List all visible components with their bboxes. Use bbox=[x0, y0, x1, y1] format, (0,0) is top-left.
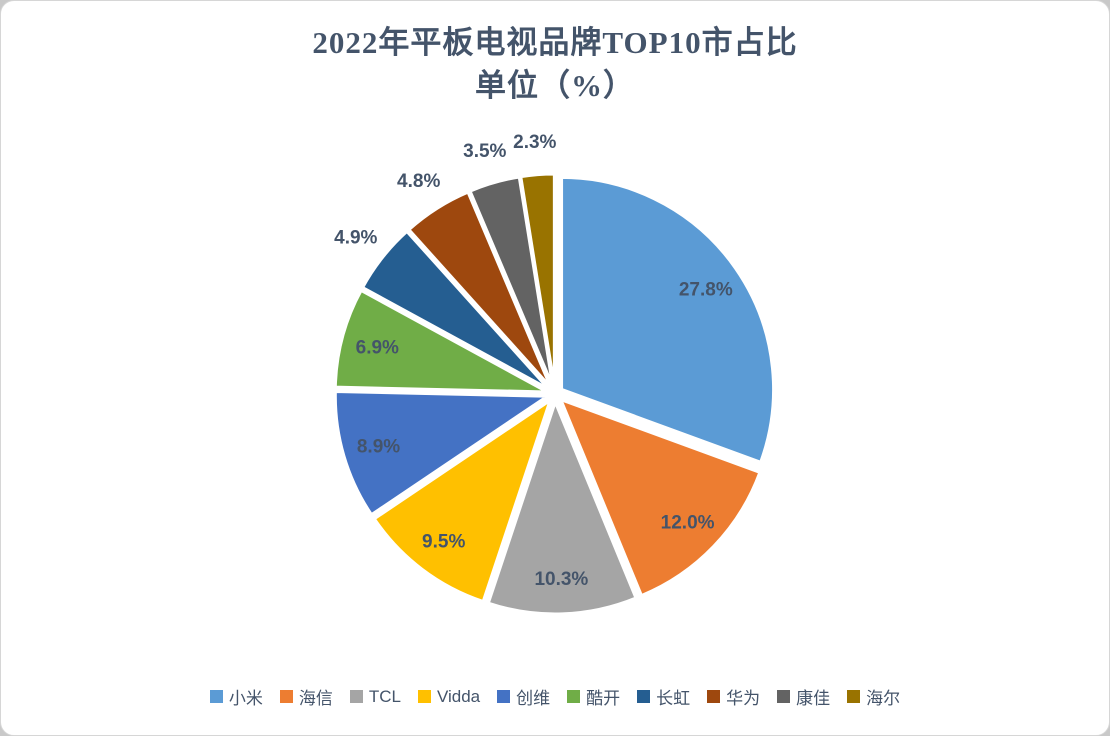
legend-swatch-华为 bbox=[707, 690, 721, 703]
legend-label-小米: 小米 bbox=[228, 689, 263, 708]
legend-swatch-TCL bbox=[349, 690, 363, 703]
legend-item-海尔: 海尔 bbox=[847, 684, 900, 709]
chart-title-line2: 单位（%） bbox=[475, 68, 635, 103]
legend-label-酷开: 酷开 bbox=[586, 689, 621, 708]
chart-title: 2022年平板电视品牌TOP10市占比 单位（%） bbox=[1, 21, 1109, 107]
data-label-Vidda: 9.5% bbox=[422, 532, 465, 553]
pie-slice-长虹 bbox=[361, 229, 551, 391]
legend-item-TCL: TCL bbox=[349, 686, 401, 707]
legend-swatch-海信 bbox=[279, 690, 293, 703]
data-label-海尔: 2.3% bbox=[513, 132, 556, 153]
legend-item-长虹: 长虹 bbox=[637, 684, 690, 709]
legend-item-酷开: 酷开 bbox=[567, 684, 620, 709]
legend-item-华为: 华为 bbox=[707, 684, 760, 709]
legend-swatch-海尔 bbox=[847, 690, 861, 703]
data-label-创维: 8.9% bbox=[357, 437, 400, 458]
legend-item-小米: 小米 bbox=[209, 684, 263, 709]
legend-label-创维: 创维 bbox=[516, 689, 551, 708]
legend-label-长虹: 长虹 bbox=[656, 689, 691, 708]
pie-slice-TCL bbox=[486, 400, 638, 616]
chart-title-line1: 2022年平板电视品牌TOP10市占比 bbox=[312, 25, 798, 60]
legend-label-海尔: 海尔 bbox=[866, 689, 901, 708]
pie-slice-海尔 bbox=[519, 172, 556, 388]
legend-swatch-长虹 bbox=[637, 690, 651, 703]
data-label-海信: 12.0% bbox=[661, 513, 715, 534]
legend-item-Vidda: Vidda bbox=[417, 686, 481, 707]
pie-slice-小米 bbox=[560, 175, 776, 464]
legend-label-海信: 海信 bbox=[298, 689, 333, 708]
data-label-酷开: 6.9% bbox=[356, 338, 399, 359]
chart-legend: 小米 海信 TCL Vidda 创维 酷开 长虹 华为 康佳 海尔 bbox=[1, 684, 1109, 709]
data-label-长虹: 4.9% bbox=[334, 228, 377, 249]
legend-label-华为: 华为 bbox=[726, 689, 761, 708]
legend-swatch-创维 bbox=[497, 690, 511, 703]
pie-slice-酷开 bbox=[333, 288, 549, 394]
pie-slice-Vidda bbox=[372, 398, 552, 604]
pie-slice-创维 bbox=[333, 389, 549, 517]
pie-slice-康佳 bbox=[468, 175, 555, 388]
legend-swatch-Vidda bbox=[417, 690, 431, 703]
legend-swatch-小米 bbox=[209, 690, 223, 703]
pie-slice-华为 bbox=[407, 190, 553, 389]
legend-item-创维: 创维 bbox=[497, 684, 550, 709]
legend-item-康佳: 康佳 bbox=[777, 684, 830, 709]
data-label-华为: 4.8% bbox=[397, 171, 440, 192]
pie-slice-海信 bbox=[559, 398, 762, 598]
data-label-康佳: 3.5% bbox=[463, 141, 506, 162]
legend-item-海信: 海信 bbox=[279, 684, 333, 709]
legend-swatch-酷开 bbox=[567, 690, 581, 703]
data-label-小米: 27.8% bbox=[679, 280, 733, 301]
legend-swatch-康佳 bbox=[777, 690, 791, 703]
legend-label-康佳: 康佳 bbox=[796, 689, 831, 708]
legend-label-Vidda: Vidda bbox=[436, 686, 481, 706]
legend-label-TCL: TCL bbox=[368, 686, 401, 706]
data-label-TCL: 10.3% bbox=[534, 569, 588, 590]
